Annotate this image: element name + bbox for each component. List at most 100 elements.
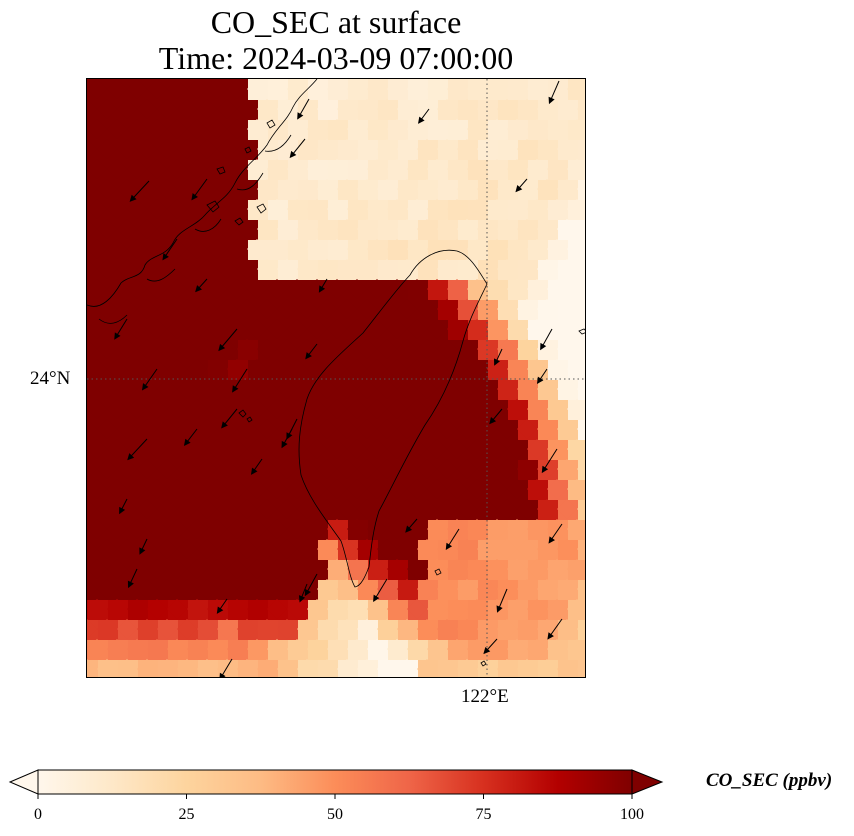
concentration-cell [97,139,117,159]
concentration-cell [547,279,567,299]
concentration-cell [377,579,397,599]
concentration-cell [217,259,237,279]
concentration-cell [437,659,457,677]
concentration-cell [287,159,307,179]
concentration-cell [87,439,107,459]
concentration-cell [447,199,467,219]
wind-vector-head [373,594,380,603]
concentration-cell [437,99,457,119]
wind-vector-head [540,342,547,351]
concentration-cell [137,339,157,359]
concentration-cell [347,359,367,379]
concentration-cell [487,199,507,219]
concentration-cell [557,179,577,199]
concentration-cell [307,359,327,379]
concentration-cell [207,519,227,539]
concentration-cell [347,599,367,619]
concentration-cell [387,439,407,459]
concentration-cell [197,219,217,239]
concentration-cell [257,659,277,677]
concentration-cell [527,359,547,379]
wind-vector-head [493,358,500,366]
concentration-cell [377,659,397,677]
concentration-cell [87,119,107,139]
fujian-inner-bays [98,134,292,324]
concentration-cell [437,139,457,159]
concentration-cell [147,439,167,459]
concentration-cell [227,239,247,259]
concentration-cell [197,499,217,519]
concentration-cell [267,79,287,99]
concentration-cell [147,599,167,619]
taiwan-coastline [298,249,488,588]
wind-vector-head [515,185,523,193]
concentration-cell [487,439,507,459]
concentration-cell [287,239,307,259]
concentration-cell [417,499,437,519]
concentration-cell [297,659,317,677]
concentration-cell [327,359,347,379]
concentration-cell [297,179,317,199]
concentration-cell [417,139,437,159]
concentration-field [87,79,585,677]
concentration-cell [367,319,387,339]
concentration-cell [517,299,537,319]
concentration-cell [517,419,537,439]
concentration-cell [577,501,585,517]
concentration-cell [97,179,117,199]
concentration-cell [257,419,277,439]
concentration-cell [417,339,437,359]
concentration-cell [467,599,487,619]
concentration-cell [117,259,137,279]
concentration-cell [407,479,427,499]
concentration-map [87,79,585,677]
concentration-cell [127,279,147,299]
concentration-cell [547,119,567,139]
concentration-cell [117,299,137,319]
concentration-cell [517,659,537,677]
concentration-cell [367,79,387,99]
concentration-cell [377,499,397,519]
concentration-cell [257,579,277,599]
concentration-cell [87,399,107,419]
concentration-cell [177,499,197,519]
concentration-cell [167,519,187,539]
concentration-cell [397,379,417,399]
concentration-cell [127,399,147,419]
concentration-cell [337,219,357,239]
concentration-cell [377,379,397,399]
concentration-cell [297,379,317,399]
concentration-cell [557,539,577,559]
concentration-cell [557,459,577,479]
concentration-cell [507,559,527,579]
concentration-cell [427,639,447,659]
concentration-cell [297,259,317,279]
concentration-cell [367,239,387,259]
concentration-cell [367,119,387,139]
concentration-cell [317,339,337,359]
concentration-cell [337,99,357,119]
concentration-cell [147,199,167,219]
wind-vector-head [541,465,549,474]
concentration-cell [457,139,477,159]
concentration-cell [87,359,107,379]
concentration-cell [87,419,97,439]
concentration-cell [207,479,227,499]
concentration-cell [527,199,547,219]
concentration-cell [247,399,267,419]
concentration-cell [407,279,427,299]
concentration-cell [417,99,437,119]
concentration-cell [307,519,327,539]
concentration-cell [527,479,547,499]
concentration-cell [537,139,557,159]
concentration-cell [347,79,367,99]
concentration-cell [177,419,197,439]
concentration-cell [557,339,577,359]
concentration-cell [107,79,127,99]
concentration-cell [477,419,497,439]
concentration-cell [457,499,477,519]
concentration-cell [547,479,567,499]
concentration-cell [427,519,447,539]
concentration-cell [357,139,377,159]
concentration-cell [157,379,177,399]
